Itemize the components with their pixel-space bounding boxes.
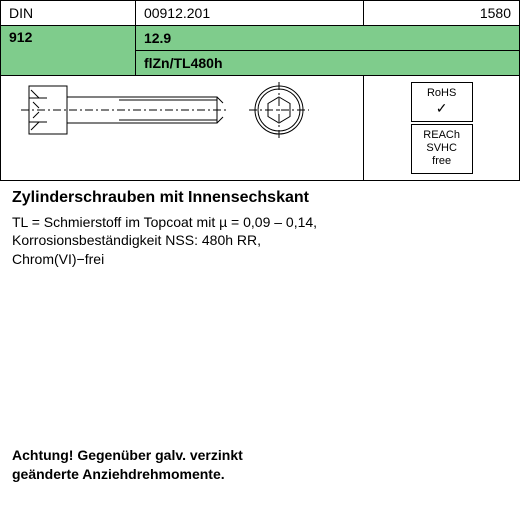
reach-l1: REACh [414,129,470,142]
standard-number: 912 [1,26,136,76]
check-icon: ✓ [414,100,470,117]
footer-l1: Achtung! Gegenüber galv. verzinkt [12,446,243,465]
footer-l2: geänderte Anziehdrehmomente. [12,465,243,484]
product-title: Zylinderschrauben mit Innensechskant [12,189,508,207]
description-block: Zylinderschrauben mit Innensechskant TL … [0,181,520,270]
compliance-badges: RoHS ✓ REACh SVHC free [364,76,520,181]
chrom-line: Chrom(VI)−frei [12,250,508,269]
code-right: 1580 [364,1,520,26]
reach-l2: SVHC [414,142,470,155]
reach-l3: free [414,155,470,168]
tl-line: TL = Schmierstoff im Topcoat mit µ = 0,0… [12,213,508,232]
coating: flZn/TL480h [135,51,519,76]
header-row-1: DIN 00912.201 1580 [1,1,520,26]
screw-diagram [9,80,339,142]
screw-diagram-cell [1,76,364,181]
rohs-badge: RoHS ✓ [411,82,473,122]
part-ref: 00912.201 [135,1,363,26]
korrosion-line: Korrosionsbeständigkeit NSS: 480h RR, [12,231,508,250]
rohs-label: RoHS [414,87,470,100]
spec-header-table: DIN 00912.201 1580 912 12.9 flZn/TL480h [0,0,520,181]
grade: 12.9 [135,26,519,51]
reach-badge: REACh SVHC free [411,124,473,174]
diagram-row: RoHS ✓ REACh SVHC free [1,76,520,181]
warning-footer: Achtung! Gegenüber galv. verzinkt geände… [12,446,243,484]
header-row-2: 912 12.9 [1,26,520,51]
din-label: DIN [1,1,136,26]
